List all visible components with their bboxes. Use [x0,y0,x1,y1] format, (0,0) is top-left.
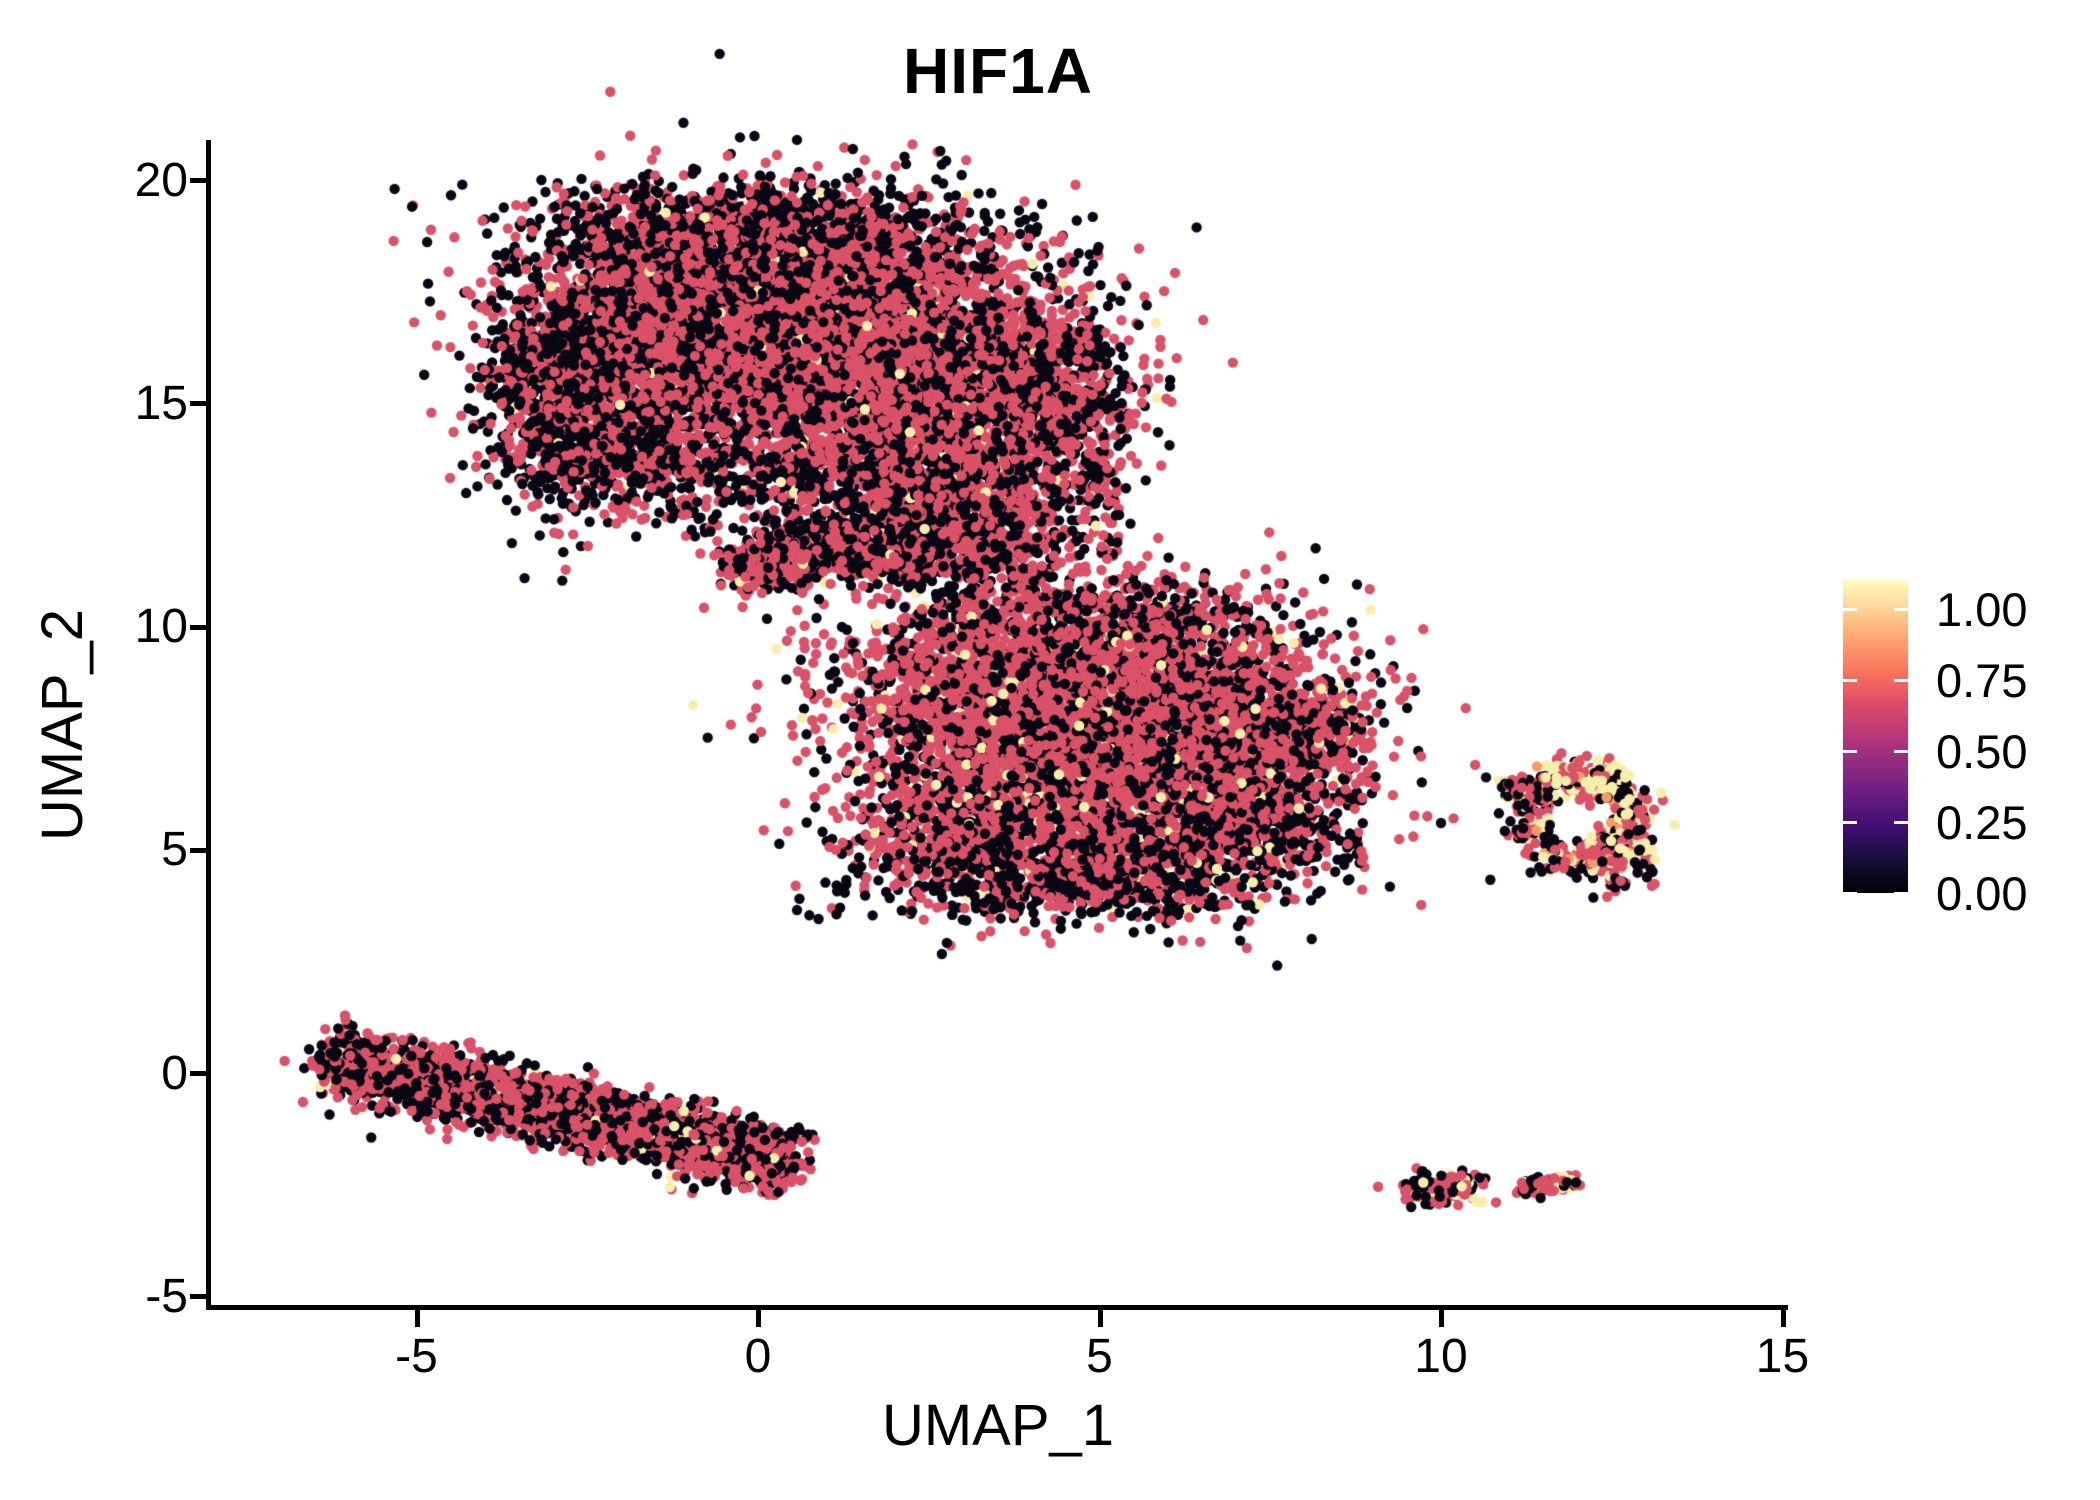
legend-tick-dash [1894,750,1908,753]
y-tick-label: 5 [161,823,188,877]
legend-label: 1.00 [1936,582,2028,636]
legend-tick-dash [1843,608,1857,611]
y-tick-label: 10 [134,600,188,653]
legend-tick-dash [1843,679,1857,682]
x-tick-label: 10 [1414,1329,1468,1383]
y-tick-label: 0 [161,1046,188,1100]
plot-title: HIF1A [903,35,1093,107]
x-tick-mark [1439,1310,1444,1327]
legend-tick-dash [1894,821,1908,824]
y-tick-mark [190,847,207,853]
x-tick-mark [1780,1310,1786,1327]
legend-tick-dash [1894,892,1908,895]
x-tick-label: 15 [1755,1329,1810,1383]
legend-tick-dash [1894,608,1908,611]
legend-label: 0.75 [1936,653,2028,707]
legend-label: 0.25 [1936,795,2028,849]
y-tick-label: 15 [134,376,188,430]
y-axis-title: UMAP_2 [30,608,95,842]
y-tick-mark [190,1071,207,1076]
y-tick-mark [190,624,207,630]
y-tick-mark [190,401,207,407]
x-tick-mark [756,1310,761,1327]
x-tick-label: 0 [744,1329,772,1383]
y-tick-mark [190,178,207,183]
legend-tick-dash [1843,892,1857,895]
y-tick-mark [190,1294,207,1300]
legend-tick-dash [1894,679,1908,682]
y-tick-label: -5 [145,1269,188,1323]
x-tick-label: 5 [1086,1329,1113,1383]
legend-tick-dash [1843,750,1857,753]
x-tick-mark [414,1310,420,1327]
x-tick-mark [1097,1310,1103,1327]
x-tick-label: -5 [395,1329,438,1383]
legend-label: 0.00 [1936,866,2028,920]
legend-colorbar [1843,580,1908,893]
legend-label: 0.50 [1936,724,2028,778]
legend-tick-dash [1843,821,1857,824]
y-tick-label: 20 [134,153,188,207]
y-axis-line [206,140,211,1310]
x-axis-line [206,1305,1788,1310]
x-axis-title: UMAP_1 [881,1393,1115,1458]
